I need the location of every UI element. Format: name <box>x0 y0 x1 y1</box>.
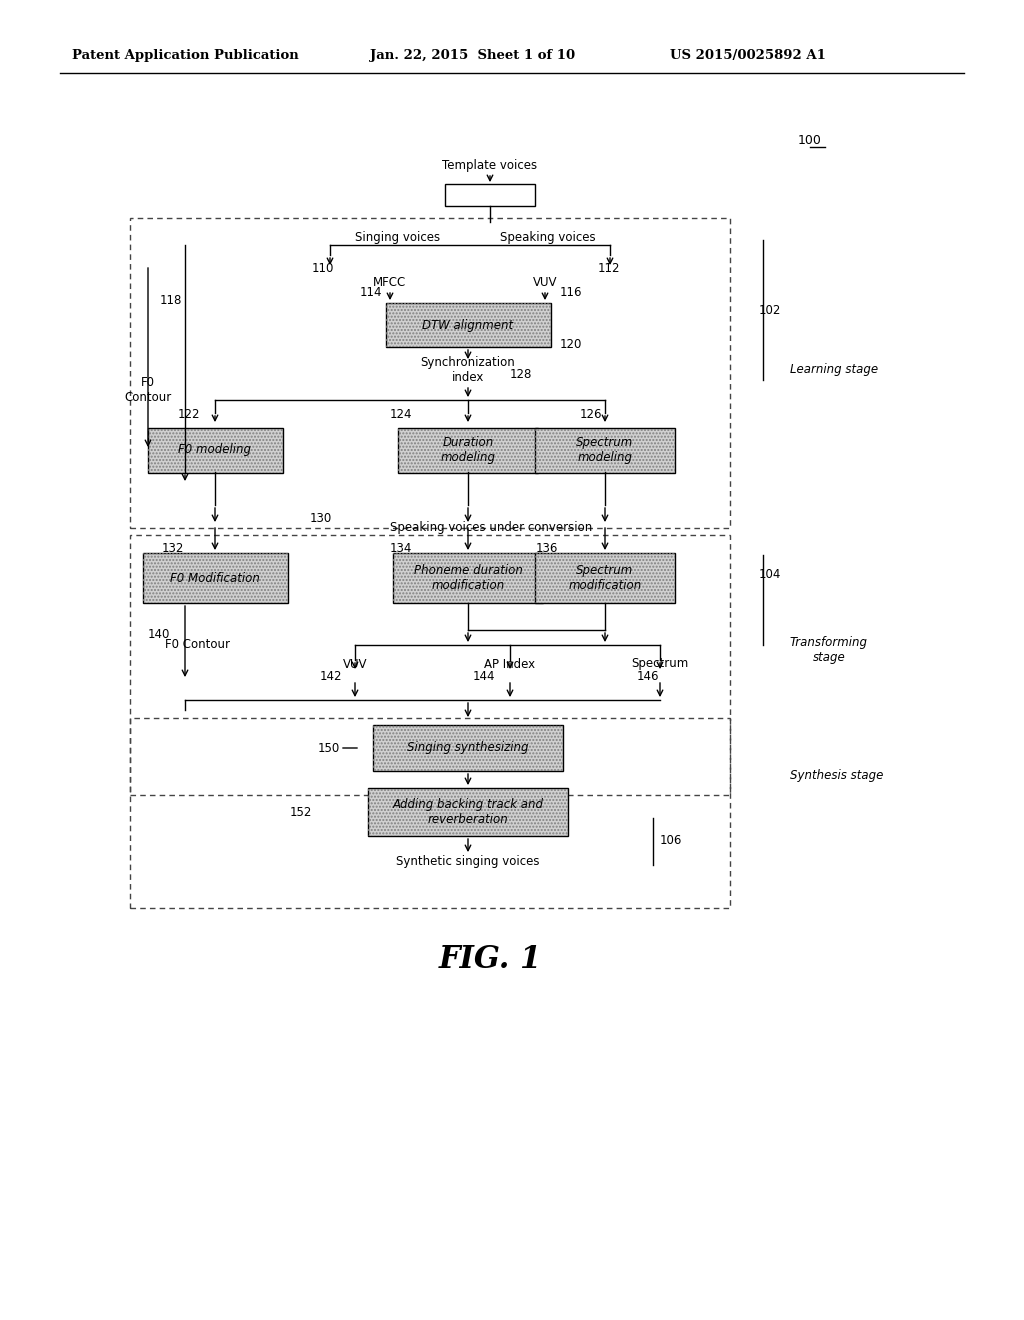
Text: F0 modeling: F0 modeling <box>178 444 252 457</box>
Text: 146: 146 <box>637 671 659 684</box>
Bar <box>142 553 288 603</box>
Text: 112: 112 <box>598 261 621 275</box>
Text: 132: 132 <box>162 541 184 554</box>
Text: Phoneme duration
modification: Phoneme duration modification <box>414 564 522 591</box>
Bar <box>368 788 568 836</box>
Bar <box>147 428 283 473</box>
Bar <box>142 553 288 603</box>
Text: Patent Application Publication: Patent Application Publication <box>72 49 299 62</box>
Text: 130: 130 <box>310 511 332 524</box>
Bar <box>385 304 551 347</box>
Text: Synthetic singing voices: Synthetic singing voices <box>396 855 540 869</box>
Text: 144: 144 <box>473 671 496 684</box>
Bar <box>130 218 730 528</box>
Bar <box>368 788 568 836</box>
Text: VUV: VUV <box>343 657 368 671</box>
Bar <box>385 304 551 347</box>
Text: Transforming
stage: Transforming stage <box>790 636 868 664</box>
Bar <box>130 718 730 908</box>
Text: FIG. 1: FIG. 1 <box>438 945 542 975</box>
Text: 128: 128 <box>510 368 532 381</box>
Text: Spectrum
modeling: Spectrum modeling <box>577 436 634 465</box>
Text: Speaking voices: Speaking voices <box>500 231 596 244</box>
Bar <box>147 428 283 473</box>
Text: Singing synthesizing: Singing synthesizing <box>408 742 528 755</box>
Text: 124: 124 <box>390 408 413 421</box>
Text: 116: 116 <box>560 286 583 300</box>
Bar <box>535 428 675 473</box>
Text: 100: 100 <box>798 133 822 147</box>
Bar <box>535 553 675 603</box>
Bar <box>373 725 563 771</box>
Bar <box>373 725 563 771</box>
Text: MFCC: MFCC <box>374 276 407 289</box>
Text: Duration
modeling: Duration modeling <box>440 436 496 465</box>
Bar <box>130 535 730 795</box>
Text: 134: 134 <box>390 541 413 554</box>
Text: AP Index: AP Index <box>484 657 536 671</box>
Bar <box>393 553 543 603</box>
Text: 122: 122 <box>178 408 201 421</box>
Text: 136: 136 <box>536 541 558 554</box>
Text: Synchronization
index: Synchronization index <box>421 356 515 384</box>
Text: DTW alignment: DTW alignment <box>423 318 514 331</box>
Text: 110: 110 <box>312 261 335 275</box>
Bar <box>398 428 538 473</box>
Text: 126: 126 <box>580 408 602 421</box>
Text: Template voices: Template voices <box>442 158 538 172</box>
Text: 150: 150 <box>318 742 340 755</box>
Text: Adding backing track and
reverberation: Adding backing track and reverberation <box>392 799 544 826</box>
Bar <box>535 553 675 603</box>
Text: 118: 118 <box>160 293 182 306</box>
Bar <box>393 553 543 603</box>
Bar <box>535 428 675 473</box>
Text: 114: 114 <box>360 286 383 300</box>
Text: 140: 140 <box>148 628 170 642</box>
Text: F0
Contour: F0 Contour <box>124 376 172 404</box>
Text: Jan. 22, 2015  Sheet 1 of 10: Jan. 22, 2015 Sheet 1 of 10 <box>370 49 575 62</box>
Bar <box>398 428 538 473</box>
Text: Singing voices: Singing voices <box>355 231 440 244</box>
Text: 142: 142 <box>319 671 342 684</box>
Text: Learning stage: Learning stage <box>790 363 879 376</box>
Text: 152: 152 <box>290 805 312 818</box>
Text: 120: 120 <box>560 338 583 351</box>
Text: Speaking voices under conversion: Speaking voices under conversion <box>390 521 592 535</box>
Text: F0 Contour: F0 Contour <box>165 639 230 652</box>
Text: 104: 104 <box>759 569 781 582</box>
Text: 106: 106 <box>660 833 682 846</box>
Text: F0 Modification: F0 Modification <box>170 572 260 585</box>
Text: 102: 102 <box>759 304 781 317</box>
Text: Spectrum
modification: Spectrum modification <box>568 564 642 591</box>
Text: Spectrum: Spectrum <box>632 657 688 671</box>
Bar <box>445 183 535 206</box>
Text: US 2015/0025892 A1: US 2015/0025892 A1 <box>670 49 826 62</box>
Text: Synthesis stage: Synthesis stage <box>790 768 884 781</box>
Text: VUV: VUV <box>532 276 557 289</box>
